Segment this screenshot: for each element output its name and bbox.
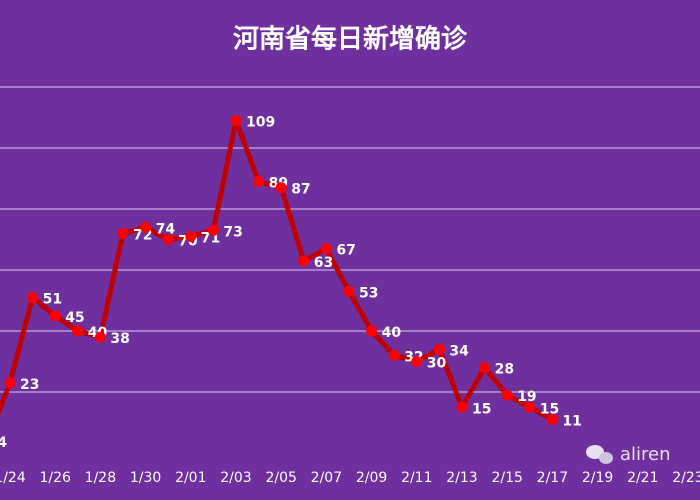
point [298, 255, 310, 267]
data-label: 74 [156, 221, 176, 237]
point [343, 285, 355, 297]
point [456, 401, 468, 413]
x-tick-label: 2/19 [582, 470, 613, 486]
data-label: 11 [562, 413, 581, 429]
data-label: 45 [65, 310, 84, 326]
point [230, 115, 242, 127]
point [72, 325, 84, 337]
x-tick-label: 2/05 [265, 470, 296, 486]
chart-title: 河南省每日新增确诊 [233, 24, 468, 55]
data-label: 23 [20, 377, 39, 393]
data-label: 4 [0, 435, 7, 451]
data-label: 15 [472, 401, 491, 417]
x-tick-label: 2/01 [175, 470, 206, 486]
x-tick-label: 2/07 [311, 470, 342, 486]
point [524, 401, 536, 413]
point [94, 331, 106, 343]
point [207, 224, 219, 236]
point [253, 176, 265, 188]
point [4, 377, 16, 389]
point [185, 230, 197, 242]
x-tick-label: 1/30 [130, 470, 161, 486]
point [388, 349, 400, 361]
data-label: 34 [449, 343, 469, 359]
x-tick-label: 2/21 [627, 470, 658, 486]
point [49, 310, 61, 322]
point [366, 325, 378, 337]
point [27, 291, 39, 303]
data-label: 40 [382, 325, 402, 341]
x-tick-label: 1/24 [0, 470, 26, 486]
watermark-icon [586, 445, 613, 464]
data-label: 28 [495, 362, 514, 378]
data-label: 19 [517, 389, 536, 405]
x-tick-label: 2/15 [491, 470, 522, 486]
point [275, 182, 287, 194]
point [433, 343, 445, 355]
data-label: 53 [359, 285, 378, 301]
x-tick-label: 2/09 [356, 470, 387, 486]
point [501, 389, 513, 401]
data-label: 38 [110, 331, 129, 347]
data-label: 63 [314, 255, 333, 271]
data-label: 51 [43, 291, 62, 307]
point [479, 362, 491, 374]
x-tick-label: 2/03 [220, 470, 251, 486]
data-label: 73 [223, 224, 242, 240]
x-tick-label: 2/11 [401, 470, 432, 486]
point [140, 221, 152, 233]
point [411, 356, 423, 367]
data-label: 15 [540, 401, 559, 417]
x-tick-label: 2/13 [446, 470, 477, 486]
point [546, 413, 558, 425]
plot: 1/24 1/26 1/28 1/30 2/01 2/03 2/05 2/07 2/09 2/11… [0, 115, 700, 486]
point [117, 227, 129, 239]
x-tick-label: 1/26 [39, 470, 71, 486]
x-tick-label: 1/28 [85, 470, 116, 486]
watermark: aliren [620, 444, 671, 465]
point [162, 234, 174, 245]
x-tick-label: 2/17 [537, 470, 568, 486]
data-label: 67 [336, 243, 355, 259]
point [320, 243, 332, 255]
data-label: 87 [291, 182, 310, 198]
x-tick-label: 2/23 [672, 470, 700, 486]
data-label: 109 [246, 115, 275, 131]
data-label: 30 [427, 356, 447, 372]
